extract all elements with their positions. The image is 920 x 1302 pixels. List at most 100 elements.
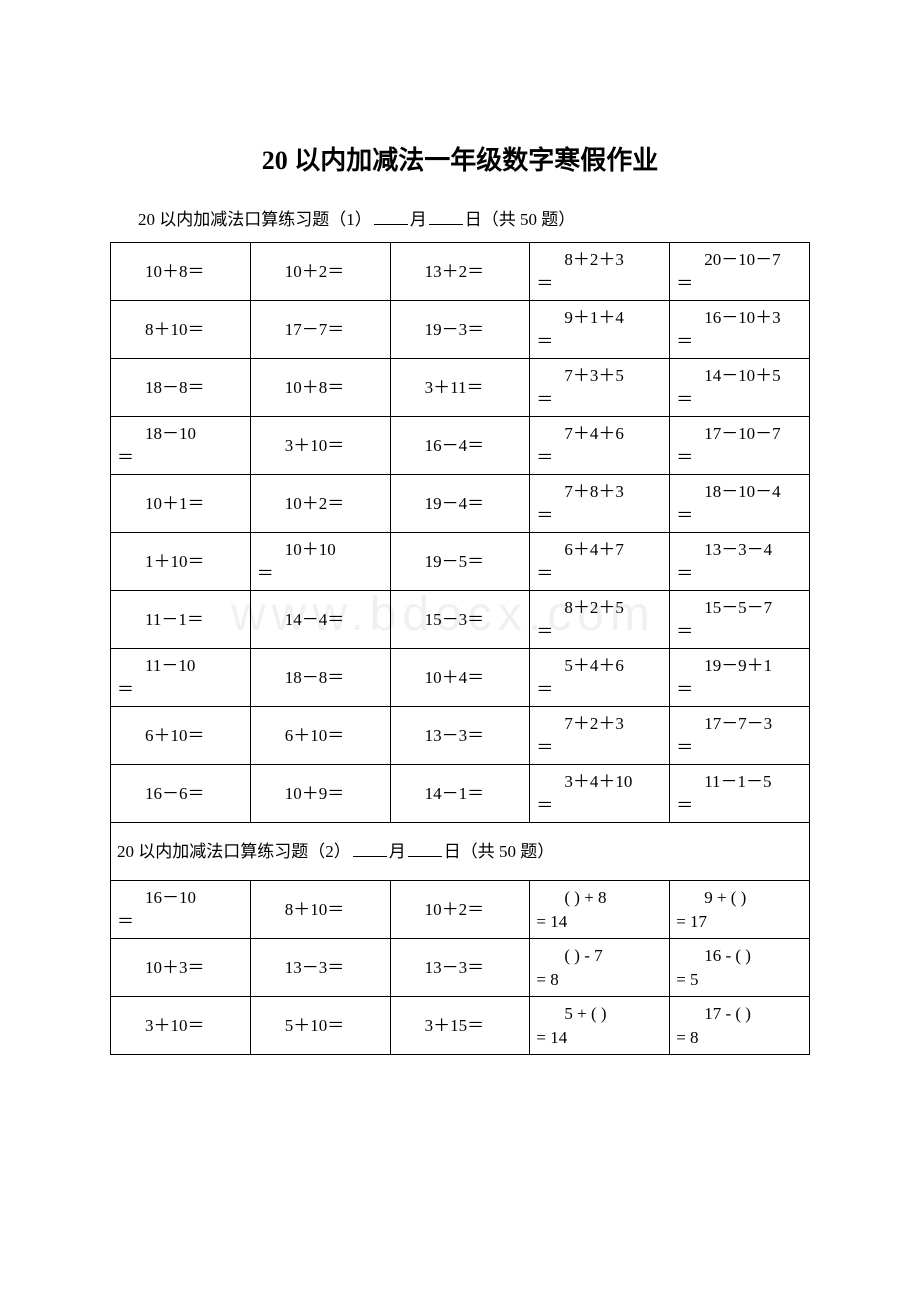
- table-row: 10＋8＝10＋2＝13＋2＝8＋2＋3＝20－10－7＝: [111, 243, 810, 301]
- table-cell: 5 + ( )= 14: [530, 997, 670, 1055]
- cell-line-2: ＝: [676, 330, 805, 354]
- subtitle1-month: 月: [410, 210, 427, 229]
- cell-line-1: 7＋8＋3: [536, 480, 665, 504]
- cell-line-1: 17－7－3: [676, 712, 805, 736]
- cell-line-1: 18－10: [117, 422, 246, 446]
- table-cell: 14－10＋5＝: [670, 359, 810, 417]
- table-cell: 5＋4＋6＝: [530, 649, 670, 707]
- cell-line-1: 6＋4＋7: [536, 538, 665, 562]
- cell-text: 6＋10＝: [257, 724, 386, 748]
- cell-line-2: ＝: [676, 794, 805, 818]
- table-cell: 18－10－4＝: [670, 475, 810, 533]
- table-row: 11－1＝www.bdocx.com14－4＝15－3＝8＋2＋5＝15－5－7…: [111, 591, 810, 649]
- cell-line-2: ＝: [536, 446, 665, 470]
- cell-text: 13－3＝: [397, 724, 526, 748]
- table-cell: ( ) - 7= 8: [530, 939, 670, 997]
- table-cell: 3＋10＝: [250, 417, 390, 475]
- cell-line-1: 15－5－7: [676, 596, 805, 620]
- cell-text: 10＋1＝: [117, 492, 246, 516]
- cell-text: 18－8＝: [117, 376, 246, 400]
- table-cell: 6＋4＋7＝: [530, 533, 670, 591]
- cell-line-2: = 5: [676, 968, 805, 992]
- subtitle1-pre: 20 以内加减法口算练习题（1）: [138, 210, 372, 229]
- cell-text: 10＋2＝: [397, 898, 526, 922]
- table-row: 11－10＝18－8＝10＋4＝5＋4＋6＝19－9＋1＝: [111, 649, 810, 707]
- table-cell: 19－4＝: [390, 475, 530, 533]
- month-blank-2[interactable]: [353, 840, 387, 857]
- cell-text: 10＋2＝: [257, 260, 386, 284]
- day-blank-1[interactable]: [429, 208, 463, 225]
- cell-line-2: ＝: [676, 504, 805, 528]
- cell-line-2: ＝: [676, 388, 805, 412]
- cell-line-2: ＝: [676, 620, 805, 644]
- cell-line-2: ＝: [536, 794, 665, 818]
- table-cell: 15－3＝: [390, 591, 530, 649]
- cell-text: 8＋10＝: [117, 318, 246, 342]
- cell-text: 14－4＝: [257, 608, 386, 632]
- table-cell: 7＋4＋6＝: [530, 417, 670, 475]
- table-cell: 3＋15＝: [390, 997, 530, 1055]
- table-cell: 10＋8＝: [111, 243, 251, 301]
- table-cell: 17－10－7＝: [670, 417, 810, 475]
- cell-line-1: 17 - ( ): [676, 1002, 805, 1026]
- page-title: 20 以内加减法一年级数字寒假作业: [110, 140, 810, 177]
- table-row: 8＋10＝17－7＝19－3＝9＋1＋4＝16－10＋3＝: [111, 301, 810, 359]
- table-cell: 19－5＝: [390, 533, 530, 591]
- table-cell: 10＋1＝: [111, 475, 251, 533]
- cell-line-2: ＝: [536, 620, 665, 644]
- table-cell: 17－7＝: [250, 301, 390, 359]
- cell-line-1: 7＋3＋5: [536, 364, 665, 388]
- cell-line-2: ＝: [676, 562, 805, 586]
- day-blank-2[interactable]: [408, 840, 442, 857]
- section2-pre: 20 以内加减法口算练习题（2）: [117, 842, 351, 861]
- table-cell: 10＋8＝: [250, 359, 390, 417]
- section2-month: 月: [389, 842, 406, 861]
- cell-line-1: 5 + ( ): [536, 1002, 665, 1026]
- table-cell: 11－1＝www.bdocx.com: [111, 591, 251, 649]
- cell-line-2: ＝: [536, 330, 665, 354]
- table-row: 18－8＝10＋8＝3＋11＝7＋3＋5＝14－10＋5＝: [111, 359, 810, 417]
- table-row: 18－10 ＝ 3＋10＝ 16－4＝7＋4＋6＝17－10－7＝: [111, 417, 810, 475]
- cell-text: 5＋10＝: [257, 1014, 386, 1038]
- month-blank-1[interactable]: [374, 208, 408, 225]
- section2-end: 日（共 50 题）: [444, 842, 555, 861]
- cell-line-2: = 14: [536, 1026, 665, 1050]
- cell-text: 18－8＝: [257, 666, 386, 690]
- table-cell: 19－9＋1＝: [670, 649, 810, 707]
- cell-line-2: ＝: [117, 910, 246, 934]
- cell-text: 3＋10＝: [117, 1014, 246, 1038]
- table-cell: 16－10＝: [111, 881, 251, 939]
- cell-line-1: 8＋2＋3: [536, 248, 665, 272]
- table-row: 16－10＝8＋10＝10＋2＝( ) + 8= 149 + ( )= 17: [111, 881, 810, 939]
- table-cell: 16 - ( )= 5: [670, 939, 810, 997]
- cell-line-1: 5＋4＋6: [536, 654, 665, 678]
- table-cell: 17 - ( )= 8: [670, 997, 810, 1055]
- cell-line-1: 7＋4＋6: [536, 422, 665, 446]
- table-cell: 6＋10＝: [111, 707, 251, 765]
- cell-line-2: ＝: [117, 678, 246, 702]
- cell-text: 3＋10＝: [257, 434, 386, 458]
- cell-line-1: 9 + ( ): [676, 886, 805, 910]
- cell-text: 19－3＝: [397, 318, 526, 342]
- cell-line-1: 11－1－5: [676, 770, 805, 794]
- cell-text: 13－3＝: [397, 956, 526, 980]
- cell-text: 16－4＝: [397, 434, 526, 458]
- table-row: 10＋1＝10＋2＝19－4＝7＋8＋3＝18－10－4＝: [111, 475, 810, 533]
- table-cell: 16－10＋3＝: [670, 301, 810, 359]
- table-cell: 16－4＝: [390, 417, 530, 475]
- cell-text: 1＋10＝: [117, 550, 246, 574]
- table-cell: 14－1＝: [390, 765, 530, 823]
- cell-text: 14－1＝: [397, 782, 526, 806]
- table-cell: 10＋4＝: [390, 649, 530, 707]
- table-cell: 8＋2＋3＝: [530, 243, 670, 301]
- cell-line-2: = 8: [536, 968, 665, 992]
- table-row: 10＋3＝13－3＝13－3＝( ) - 7= 816 - ( )= 5: [111, 939, 810, 997]
- table-cell: 1＋10＝: [111, 533, 251, 591]
- table-cell: 13－3－4＝: [670, 533, 810, 591]
- cell-line-1: 14－10＋5: [676, 364, 805, 388]
- table-cell: 18－8＝: [250, 649, 390, 707]
- cell-line-2: ＝: [536, 504, 665, 528]
- cell-line-2: ＝: [536, 562, 665, 586]
- table-cell: 9 + ( )= 17: [670, 881, 810, 939]
- cell-line-2: ＝: [676, 678, 805, 702]
